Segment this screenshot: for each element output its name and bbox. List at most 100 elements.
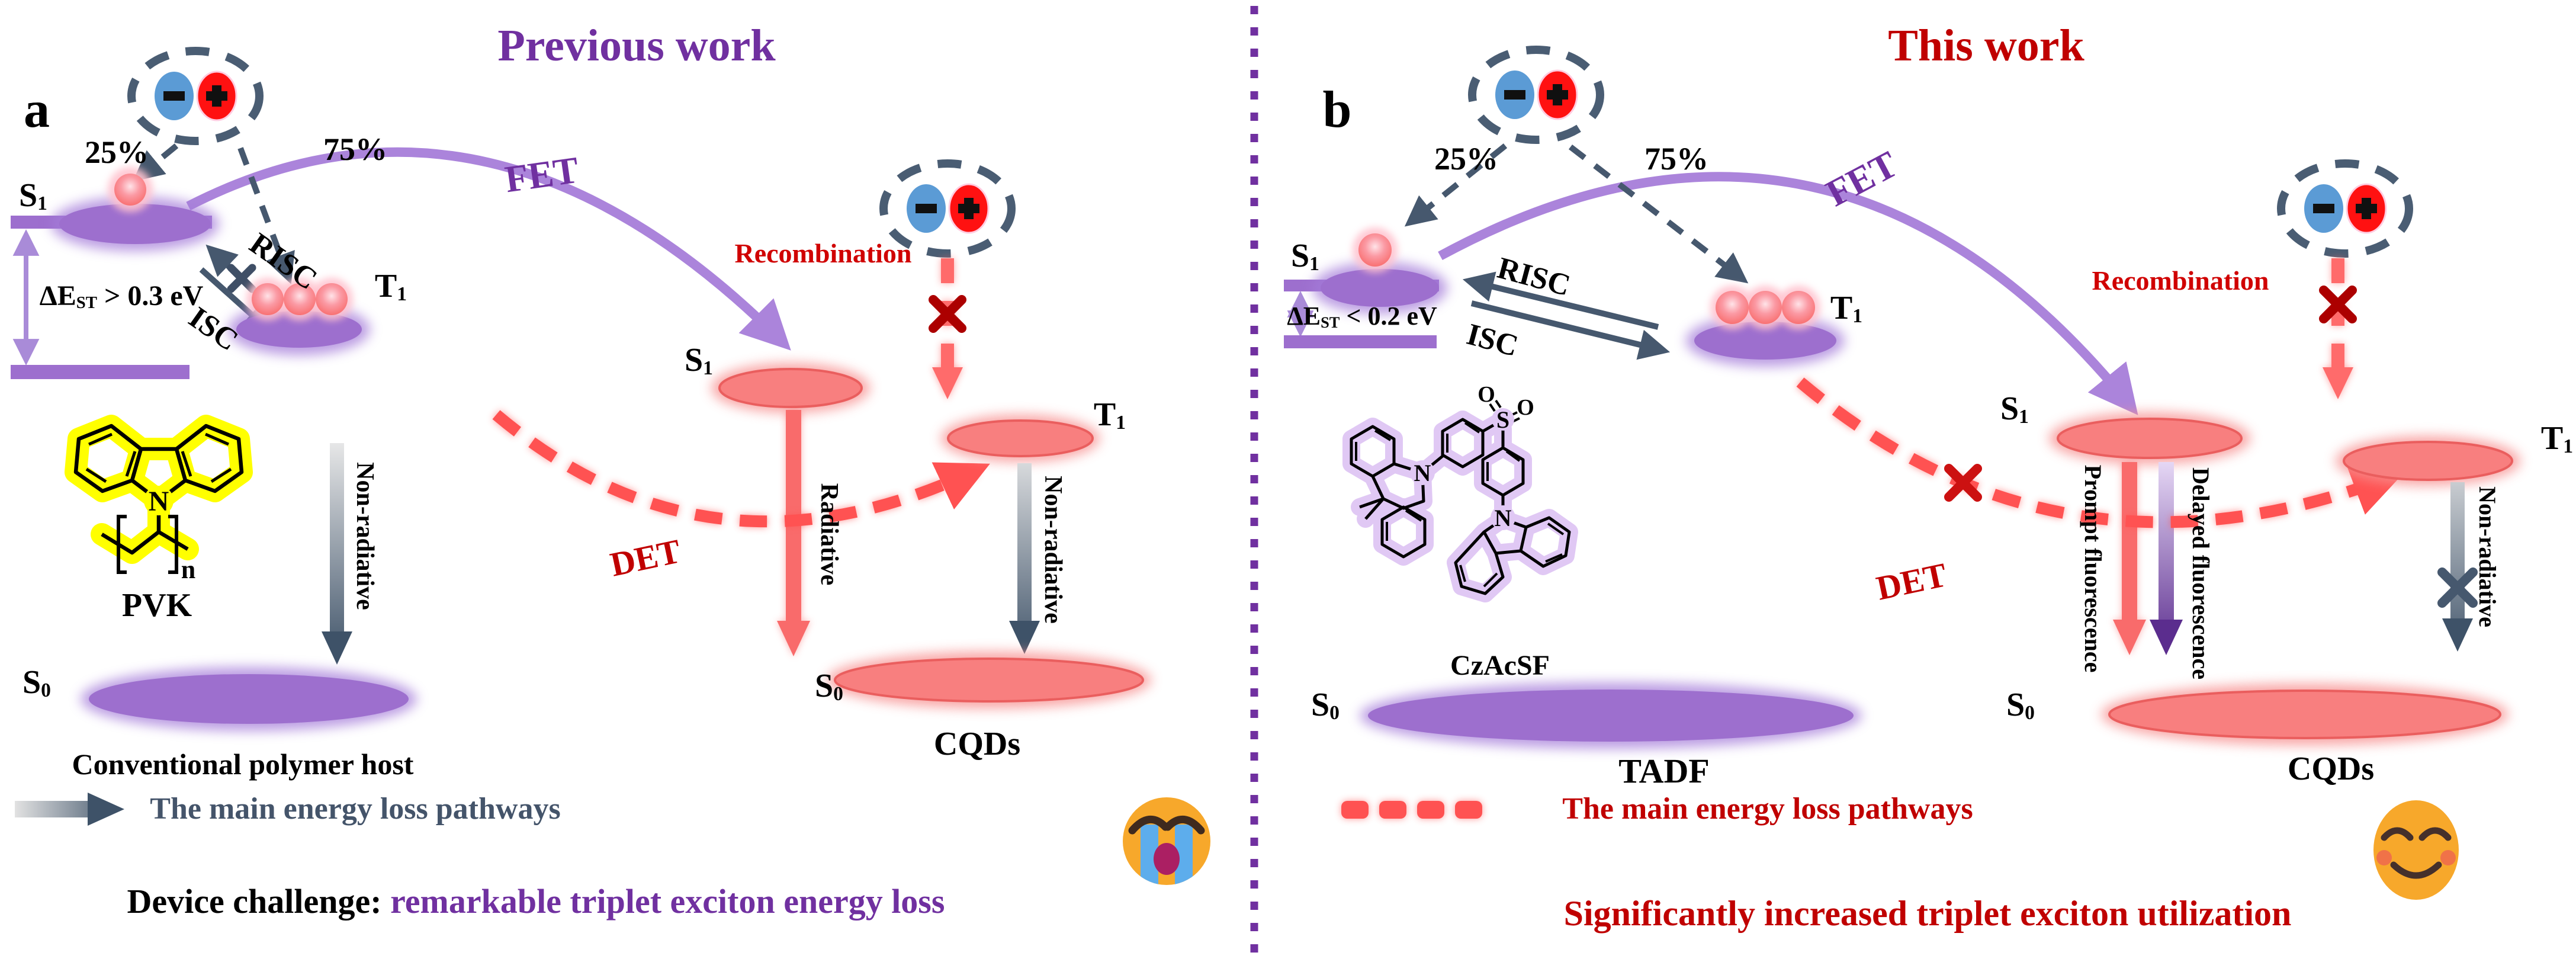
legend-text: The main energy loss pathways bbox=[1562, 792, 1973, 826]
panel-b-caption: Significantly increased triplet exciton … bbox=[1563, 894, 2292, 933]
prompt-fluorescence-arrow bbox=[2113, 462, 2146, 655]
cqd-s0-level bbox=[2108, 690, 2501, 739]
recombination-label: Recombination bbox=[734, 238, 912, 268]
nonradiative-host-label: Non-radiative bbox=[351, 462, 378, 610]
recombination-blocked-arrow bbox=[929, 258, 966, 399]
cqd-s0-label: S0 bbox=[815, 668, 843, 706]
cqd-name: CQDs bbox=[933, 726, 1021, 762]
nonradiative-cqd-label: Non-radiative bbox=[1039, 476, 1067, 624]
host-s1-label: S1 bbox=[19, 177, 47, 215]
host-t1-level bbox=[1694, 322, 1836, 360]
czacsf-atom-o-right: O bbox=[1517, 395, 1534, 420]
cqd-t1-level bbox=[947, 419, 1094, 457]
delta-est-label: ΔEST > 0.3 eV bbox=[39, 280, 204, 313]
det-arrow bbox=[492, 410, 990, 528]
recombination-blocked-arrow bbox=[2319, 258, 2357, 399]
exciton-pair-icon bbox=[1468, 46, 1604, 144]
panel-a-graphics: N n bbox=[11, 47, 1210, 885]
delayed-fluorescence-label: Delayed fluorescence bbox=[2188, 467, 2214, 680]
fet-arrow bbox=[1438, 172, 2138, 415]
risc-blocked-x-icon bbox=[227, 264, 256, 293]
percent-singlet: 25% bbox=[1434, 141, 1498, 177]
singlet-exciton-ball bbox=[114, 174, 146, 206]
cqd-s0-level bbox=[834, 658, 1144, 703]
exciton-pair-icon bbox=[879, 159, 1016, 258]
host-name: TADF bbox=[1618, 752, 1710, 790]
host-s0-level bbox=[89, 674, 409, 724]
host-s1-level bbox=[1321, 269, 1439, 307]
fet-arrow bbox=[186, 147, 791, 351]
percent-triplet: 75% bbox=[1644, 141, 1708, 177]
radiative-arrow bbox=[777, 410, 810, 656]
panel-a-title: Previous work bbox=[497, 21, 776, 70]
czacsf-atom-n-acridine: N bbox=[1414, 460, 1431, 486]
percent-triplet: 75% bbox=[323, 132, 387, 167]
host-t1-label: T1 bbox=[374, 268, 407, 306]
legend-energy-loss-arrow bbox=[15, 793, 124, 826]
percent-singlet: 25% bbox=[85, 134, 149, 170]
risc-arrow bbox=[1462, 271, 1659, 330]
host-ground-bar bbox=[1284, 335, 1437, 348]
det-arrow-blocked bbox=[1796, 377, 2405, 528]
pvk-name: PVK bbox=[121, 587, 192, 624]
cqd-name: CQDs bbox=[2287, 751, 2375, 787]
host-ground-bar bbox=[11, 365, 189, 379]
recombination-label: Recombination bbox=[2092, 265, 2269, 296]
singlet-exciton-ball bbox=[1358, 233, 1392, 267]
panel-b-marker: b bbox=[1322, 81, 1352, 139]
cqd-t1-label: T1 bbox=[2540, 420, 2574, 458]
cqd-s1-label: S1 bbox=[2000, 390, 2029, 428]
blocked-x-icon bbox=[1944, 464, 1982, 502]
nonradiative-arrow-blocked bbox=[2437, 482, 2478, 652]
blocked-x-icon bbox=[2319, 286, 2357, 323]
host-s1-label: S1 bbox=[1291, 238, 1319, 275]
triplet-exciton-balls bbox=[246, 278, 353, 320]
delta-est-label: ΔEST < 0.2 eV bbox=[1287, 302, 1437, 331]
czacsf-atom-o-left: O bbox=[1477, 382, 1495, 407]
panel-b-graphics: N S O O N bbox=[1284, 46, 2520, 900]
crying-emoji-icon bbox=[1123, 797, 1210, 885]
exciton-pair-icon bbox=[2277, 159, 2413, 258]
triplet-route-arrow bbox=[237, 147, 295, 284]
czacsf-molecule: N S O O N bbox=[1342, 382, 1578, 602]
singlet-route-arrow bbox=[1404, 143, 1508, 227]
nonradiative-cqd-label: Non-radiative bbox=[2474, 486, 2501, 627]
host-s1-level bbox=[59, 204, 211, 244]
cqd-s0-label: S0 bbox=[2006, 687, 2035, 724]
nonradiative-arrow-cqd bbox=[1009, 463, 1040, 654]
radiative-label: Radiative bbox=[815, 483, 843, 586]
host-t1-label: T1 bbox=[1830, 290, 1863, 328]
czacsf-atom-n-carbazole: N bbox=[1495, 505, 1512, 531]
blocked-x-icon bbox=[929, 295, 966, 333]
host-name: Conventional polymer host bbox=[72, 748, 414, 781]
prompt-fluorescence-label: Prompt fluorescence bbox=[2080, 464, 2106, 673]
legend-energy-loss-dashes bbox=[1341, 801, 1482, 819]
panel-b-title: This work bbox=[1888, 21, 2084, 70]
panel-a-caption: Device challenge: remarkable triplet exc… bbox=[127, 882, 945, 921]
host-s0-level bbox=[1368, 690, 1854, 742]
cqd-s1-level bbox=[718, 368, 863, 408]
pvk-molecule: N n bbox=[65, 415, 253, 584]
panel-a-marker: a bbox=[24, 81, 50, 139]
host-s0-label: S0 bbox=[23, 664, 51, 702]
fet-label: FET bbox=[502, 148, 582, 201]
czacsf-name: CzAcSF bbox=[1450, 650, 1550, 681]
isc-arrow bbox=[1470, 300, 1671, 360]
pvk-repeat-n: n bbox=[181, 555, 195, 584]
delayed-fluorescence-arrow bbox=[2150, 462, 2183, 655]
cqd-s1-level bbox=[2057, 418, 2243, 459]
cqd-s1-label: S1 bbox=[685, 342, 713, 380]
triplet-route-arrow bbox=[1568, 145, 1749, 284]
smiling-emoji-icon bbox=[2373, 800, 2459, 900]
host-s0-label: S0 bbox=[1311, 687, 1340, 724]
cqd-t1-label: T1 bbox=[1093, 396, 1126, 434]
triplet-exciton-balls bbox=[1710, 286, 1820, 329]
blocked-x-icon bbox=[2437, 567, 2478, 608]
czacsf-atom-s: S bbox=[1496, 406, 1509, 433]
exciton-pair-icon bbox=[127, 47, 264, 145]
pvk-atom-n: N bbox=[149, 486, 169, 517]
nonradiative-arrow-host bbox=[322, 443, 352, 665]
legend-text: The main energy loss pathways bbox=[150, 792, 561, 826]
